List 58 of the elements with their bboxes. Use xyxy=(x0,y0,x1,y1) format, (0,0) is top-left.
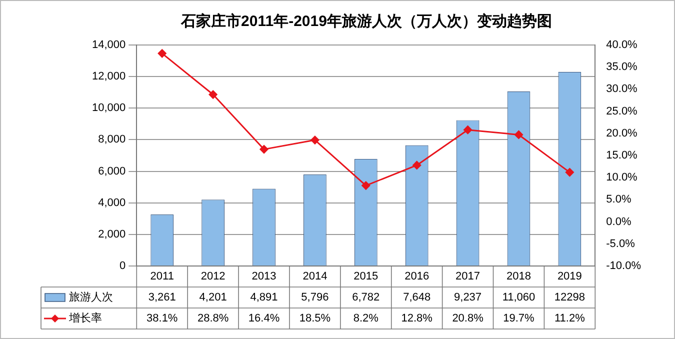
x-tick-label: 2011 xyxy=(150,270,174,283)
y-tick-label: 8,000 xyxy=(98,134,126,146)
chart-title: 石家庄市2011年-2019年旅游人次（万人次）变动趋势图 xyxy=(180,12,552,30)
y-tick-label: 0 xyxy=(120,260,126,272)
point xyxy=(514,130,523,139)
y2-tick-label: 20.0% xyxy=(606,127,638,140)
legend-label: 旅游人次 xyxy=(69,290,113,304)
data-label: 18.5% xyxy=(299,312,331,325)
point xyxy=(412,160,422,170)
data-label: 9,237 xyxy=(454,292,482,304)
y2-tick-label: -5.0% xyxy=(606,238,636,250)
point xyxy=(208,90,218,99)
x-tick-label: 2012 xyxy=(200,270,226,283)
point xyxy=(260,145,268,154)
x-tick-label: 2019 xyxy=(557,270,582,283)
legend-label: 增长率 xyxy=(68,312,102,325)
y2-tick-label: 25.0% xyxy=(606,105,638,118)
y-tick-label: 6,000 xyxy=(98,165,126,178)
data-label: 12.8% xyxy=(401,312,433,325)
data-label: 3,261 xyxy=(148,292,176,304)
data-label: 38.1% xyxy=(146,312,178,325)
point xyxy=(464,126,472,134)
y2-tick-label: 15.0% xyxy=(606,150,638,162)
data-label: 19.7% xyxy=(503,312,535,325)
y-tick-label: 2,000 xyxy=(98,228,126,240)
y-tick-label: 12,000 xyxy=(92,70,126,83)
data-label: 5,796 xyxy=(301,292,329,304)
y-tick-label: 4,000 xyxy=(98,196,126,209)
y2-tick-label: 0.0% xyxy=(606,216,632,228)
data-label: 12298 xyxy=(554,292,585,304)
x-tick-label: 2018 xyxy=(506,270,531,283)
x-tick-label: 2016 xyxy=(404,270,430,283)
point xyxy=(565,168,574,177)
data-label: 11,060 xyxy=(502,292,536,304)
y2-tick-label: -10.0% xyxy=(606,260,642,272)
y2-tick-label: 40.0% xyxy=(606,39,638,52)
data-label: 8.2% xyxy=(353,312,379,325)
point xyxy=(158,49,166,58)
y2-tick-label: 10.0% xyxy=(606,172,638,184)
x-tick-label: 2014 xyxy=(302,270,328,283)
data-label: 20.8% xyxy=(452,312,484,325)
data-label: 7,648 xyxy=(403,292,431,304)
y2-tick-label: 35.0% xyxy=(606,61,638,74)
y2-tick-label: 5.0% xyxy=(606,194,632,206)
y2-tick-label: 30.0% xyxy=(606,83,638,96)
x-tick-label: 2017 xyxy=(456,270,480,283)
y-tick-label: 10,000 xyxy=(92,102,126,114)
data-label: 16.4% xyxy=(248,312,280,325)
point xyxy=(362,181,370,190)
data-label: 4,201 xyxy=(199,292,227,304)
x-tick-label: 2015 xyxy=(354,270,378,283)
data-label: 4,891 xyxy=(250,292,278,304)
data-label: 11.2% xyxy=(554,312,586,325)
y-tick-label: 14,000 xyxy=(92,39,126,52)
data-label: 6,782 xyxy=(352,292,380,304)
data-label: 28.8% xyxy=(197,312,229,325)
point xyxy=(310,136,320,144)
x-tick-label: 2013 xyxy=(252,270,276,283)
